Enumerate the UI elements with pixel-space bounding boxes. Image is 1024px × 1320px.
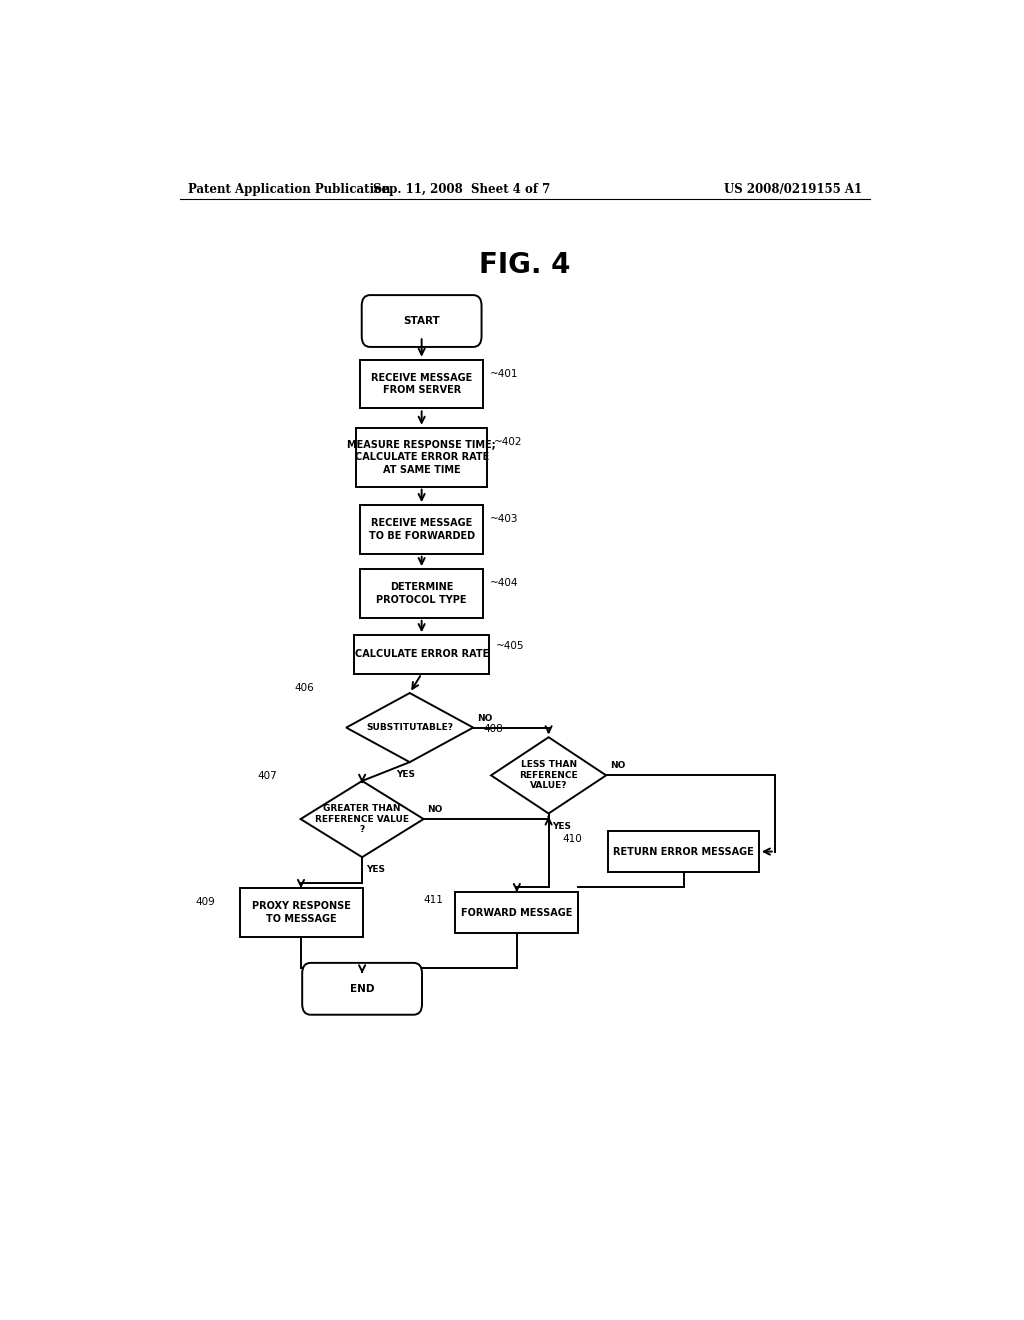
Bar — [360, 569, 483, 618]
Text: NO: NO — [428, 805, 443, 814]
Text: RECEIVE MESSAGE
TO BE FORWARDED: RECEIVE MESSAGE TO BE FORWARDED — [369, 519, 475, 541]
Polygon shape — [492, 738, 606, 813]
Text: 408: 408 — [483, 725, 503, 734]
Bar — [360, 359, 483, 408]
Bar — [356, 428, 487, 487]
Text: Patent Application Publication: Patent Application Publication — [187, 183, 390, 195]
Text: DETERMINE
PROTOCOL TYPE: DETERMINE PROTOCOL TYPE — [377, 582, 467, 605]
Text: ~402: ~402 — [494, 437, 522, 447]
Text: ~403: ~403 — [489, 515, 518, 524]
FancyBboxPatch shape — [302, 962, 422, 1015]
Text: YES: YES — [553, 821, 571, 830]
Text: END: END — [350, 983, 375, 994]
Text: 411: 411 — [424, 895, 443, 906]
Text: CALCULATE ERROR RATE: CALCULATE ERROR RATE — [354, 649, 488, 660]
Text: NO: NO — [610, 762, 626, 771]
Text: START: START — [403, 315, 440, 326]
Text: PROXY RESPONSE
TO MESSAGE: PROXY RESPONSE TO MESSAGE — [252, 902, 350, 924]
Text: YES: YES — [396, 771, 416, 779]
Text: YES: YES — [367, 866, 385, 874]
Text: GREATER THAN
REFERENCE VALUE
?: GREATER THAN REFERENCE VALUE ? — [315, 804, 410, 834]
Text: 406: 406 — [295, 682, 314, 693]
Text: ~404: ~404 — [489, 578, 518, 589]
Text: SUBSTITUTABLE?: SUBSTITUTABLE? — [367, 723, 454, 733]
FancyBboxPatch shape — [361, 296, 481, 347]
Text: 407: 407 — [257, 771, 276, 781]
Text: MEASURE RESPONSE TIME;
CALCULATE ERROR RATE
AT SAME TIME: MEASURE RESPONSE TIME; CALCULATE ERROR R… — [347, 440, 496, 475]
Text: FIG. 4: FIG. 4 — [479, 251, 570, 279]
Text: ~405: ~405 — [496, 642, 524, 651]
Text: Sep. 11, 2008  Sheet 4 of 7: Sep. 11, 2008 Sheet 4 of 7 — [373, 183, 550, 195]
Bar — [354, 635, 489, 673]
Polygon shape — [346, 693, 473, 762]
Polygon shape — [301, 781, 424, 857]
Bar — [360, 506, 483, 554]
Text: 410: 410 — [562, 834, 582, 845]
Bar — [456, 892, 579, 933]
Text: RETURN ERROR MESSAGE: RETURN ERROR MESSAGE — [613, 846, 754, 857]
Text: RECEIVE MESSAGE
FROM SERVER: RECEIVE MESSAGE FROM SERVER — [371, 372, 472, 395]
Text: ~401: ~401 — [489, 368, 518, 379]
Bar — [240, 888, 362, 937]
Text: 409: 409 — [196, 898, 216, 907]
Bar — [608, 832, 759, 873]
Text: LESS THAN
REFERENCE
VALUE?: LESS THAN REFERENCE VALUE? — [519, 760, 578, 791]
Text: NO: NO — [477, 714, 493, 722]
Text: US 2008/0219155 A1: US 2008/0219155 A1 — [724, 183, 862, 195]
Text: FORWARD MESSAGE: FORWARD MESSAGE — [461, 908, 572, 917]
